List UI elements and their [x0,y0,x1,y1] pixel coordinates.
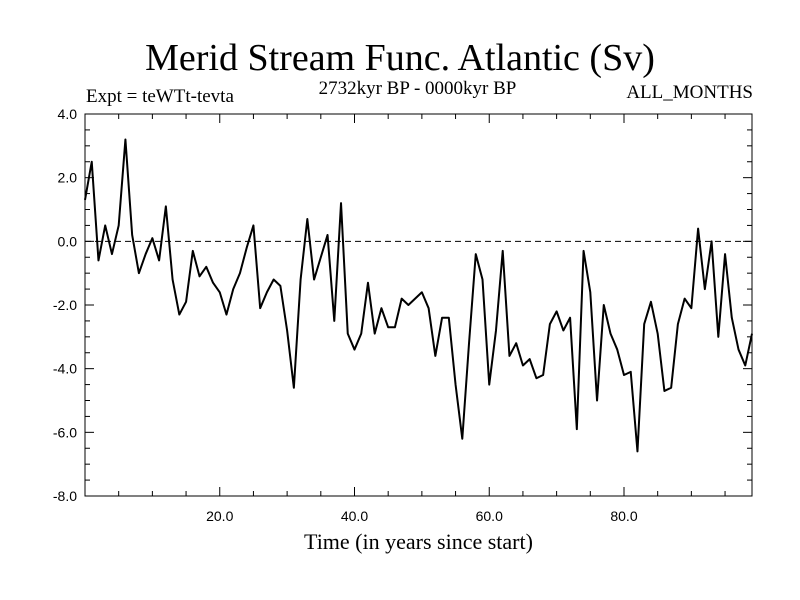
y-tick-label: -6.0 [53,424,77,440]
ticks-layer [85,113,752,497]
y-tick-label: 0.0 [58,233,78,249]
x-tick-label: 80.0 [610,508,637,524]
y-tick-label: -2.0 [53,297,77,313]
x-tick-label: 60.0 [476,508,503,524]
x-axis-label: Time (in years since start) [304,529,533,554]
x-tick-label: 20.0 [206,508,233,524]
time-period-label: 2732kyr BP - 0000kyr BP [318,78,517,99]
y-tick-label: -8.0 [53,488,77,504]
tick-labels-layer: 4.0 2.0 0.0 -2.0 -4.0 -6.0 -8.0 20.0 40.0 60.0 80.… [53,106,638,524]
chart-title: Merid Stream Func. Atlantic (Sv) [145,37,655,79]
y-tick-label: 4.0 [58,106,78,122]
y-tick-label: -4.0 [53,361,77,377]
experiment-label: Expt = teWTt-tevta [86,86,234,107]
series-line [84,138,753,453]
x-tick-label: 40.0 [341,508,368,524]
y-tick-label: 2.0 [58,170,78,186]
plot-frame [84,113,753,497]
months-label: ALL_MONTHS [626,82,753,103]
